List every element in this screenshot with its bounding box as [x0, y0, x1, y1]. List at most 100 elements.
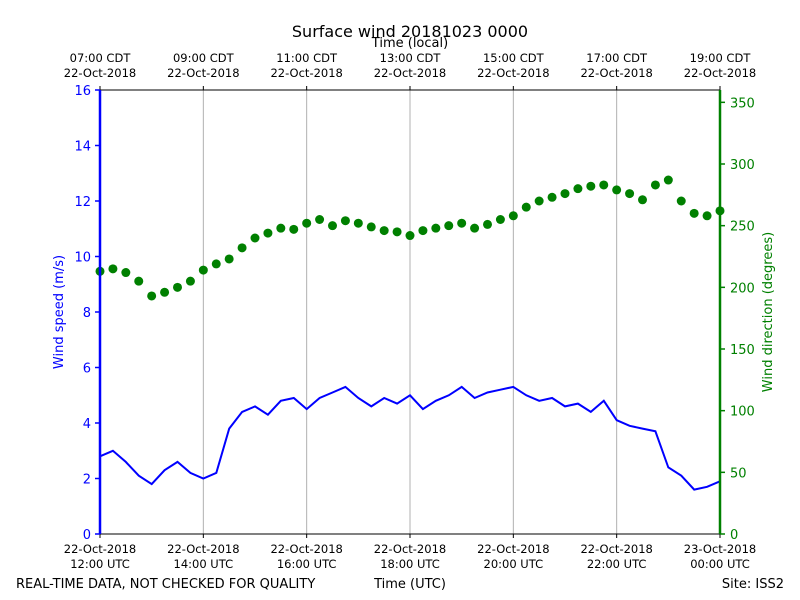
wind-direction-point — [366, 222, 376, 232]
wind-direction-point — [379, 226, 389, 236]
wind-direction-point — [573, 184, 583, 194]
wind-direction-point — [198, 265, 208, 275]
left-tick-label: 0 — [83, 528, 91, 543]
wind-direction-point — [547, 192, 557, 202]
wind-direction-point — [702, 211, 712, 221]
top-tick-label-time: 09:00 CDT — [173, 51, 235, 65]
right-tick-label: 200 — [730, 281, 755, 296]
quality-disclaimer: REAL-TIME DATA, NOT CHECKED FOR QUALITY — [16, 577, 315, 592]
left-tick-label: 4 — [83, 417, 91, 432]
top-tick-label-date: 22-Oct-2018 — [477, 66, 549, 80]
top-tick-label-time: 15:00 CDT — [483, 51, 545, 65]
wind-direction-point — [534, 196, 544, 206]
wind-direction-point — [263, 228, 273, 238]
site-label: Site: ISS2 — [722, 577, 784, 592]
top-tick-label-date: 22-Oct-2018 — [684, 66, 756, 80]
x-tick-label-time: 14:00 UTC — [174, 557, 234, 571]
x-tick-label-date: 22-Oct-2018 — [374, 542, 446, 556]
left-tick-label: 16 — [74, 84, 91, 99]
wind-direction-point — [586, 181, 596, 191]
x-tick-label-date: 22-Oct-2018 — [477, 542, 549, 556]
wind-direction-point — [302, 218, 312, 228]
right-tick-label: 250 — [730, 220, 755, 235]
right-tick-label: 350 — [730, 96, 755, 111]
wind-direction-point — [638, 195, 647, 205]
series-layer — [95, 175, 725, 491]
x-tick-label-date: 22-Oct-2018 — [580, 542, 652, 556]
top-tick-label-date: 22-Oct-2018 — [580, 66, 652, 80]
top-axis-title: Time (local) — [371, 36, 448, 51]
wind-direction-point — [444, 221, 454, 231]
wind-direction-point — [160, 287, 170, 297]
wind-direction-point — [508, 211, 518, 221]
wind-direction-point — [353, 218, 363, 228]
x-tick-label-date: 22-Oct-2018 — [64, 542, 136, 556]
left-tick-label: 14 — [74, 140, 91, 155]
right-axis-label: Wind direction (degrees) — [761, 232, 776, 392]
wind-direction-point — [340, 216, 350, 226]
wind-direction-point — [211, 259, 221, 269]
right-tick-label: 300 — [730, 158, 755, 173]
wind-direction-point — [625, 189, 635, 199]
wind-direction-point — [560, 189, 570, 199]
wind-direction-point — [521, 202, 531, 212]
x-tick-label-time: 16:00 UTC — [277, 557, 337, 571]
left-tick-label: 10 — [74, 251, 91, 266]
wind-direction-point — [495, 215, 505, 224]
grid-lines — [202, 90, 618, 534]
x-tick-label-time: 20:00 UTC — [484, 557, 544, 571]
x-tick-label-date: 22-Oct-2018 — [167, 542, 239, 556]
wind-direction-point — [650, 180, 660, 190]
left-tick-label: 6 — [83, 362, 91, 377]
top-tick-label-time: 11:00 CDT — [276, 51, 338, 65]
wind-direction-point — [418, 226, 428, 236]
left-tick-label: 8 — [83, 306, 91, 321]
wind-direction-point — [392, 227, 402, 237]
top-tick-label-time: 19:00 CDT — [690, 51, 752, 65]
x-axis-label: Time (UTC) — [373, 577, 446, 592]
wind-direction-point — [676, 196, 686, 206]
wind-direction-point — [599, 180, 609, 190]
top-tick-label-date: 22-Oct-2018 — [270, 66, 342, 80]
x-tick-label-date: 22-Oct-2018 — [270, 542, 342, 556]
x-tick-label-time: 22:00 UTC — [587, 557, 647, 571]
wind-direction-point — [315, 215, 325, 224]
top-tick-label-time: 07:00 CDT — [70, 51, 132, 65]
wind-direction-point — [185, 276, 195, 286]
x-tick-label-time: 12:00 UTC — [70, 557, 130, 571]
right-tick-label: 100 — [730, 405, 755, 420]
top-tick-label-date: 22-Oct-2018 — [374, 66, 446, 80]
top-tick-label-time: 17:00 CDT — [586, 51, 648, 65]
wind-direction-point — [173, 282, 182, 292]
wind-direction-point — [289, 224, 299, 234]
wind-direction-point — [276, 223, 286, 233]
wind-direction-point — [457, 218, 467, 228]
right-tick-label: 150 — [730, 343, 755, 358]
wind-direction-point — [431, 223, 441, 233]
wind-direction-point — [121, 268, 131, 278]
wind-direction-point — [224, 254, 234, 264]
left-axis-label: Wind speed (m/s) — [52, 255, 67, 369]
x-tick-label-time: 00:00 UTC — [690, 557, 750, 571]
wind-direction-point — [470, 223, 480, 233]
right-tick-label: 0 — [730, 528, 738, 543]
wind-direction-point — [689, 208, 699, 218]
wind-direction-point — [663, 175, 673, 185]
wind-direction-point — [612, 185, 622, 195]
wind-direction-point — [147, 291, 157, 301]
chart-title: Surface wind 20181023 0000 — [292, 22, 528, 41]
x-tick-label-time: 18:00 UTC — [380, 557, 440, 571]
wind-direction-point — [250, 233, 260, 243]
top-tick-label-date: 22-Oct-2018 — [64, 66, 136, 80]
left-tick-label: 2 — [83, 473, 91, 488]
wind-direction-point — [108, 264, 118, 274]
wind-speed-line — [99, 385, 721, 491]
wind-direction-point — [328, 221, 337, 231]
x-tick-label-date: 23-Oct-2018 — [684, 542, 756, 556]
top-tick-label-time: 13:00 CDT — [380, 51, 442, 65]
wind-direction-point — [483, 219, 492, 229]
wind-direction-point — [405, 231, 415, 241]
top-tick-label-date: 22-Oct-2018 — [167, 66, 239, 80]
right-tick-label: 50 — [730, 466, 747, 481]
